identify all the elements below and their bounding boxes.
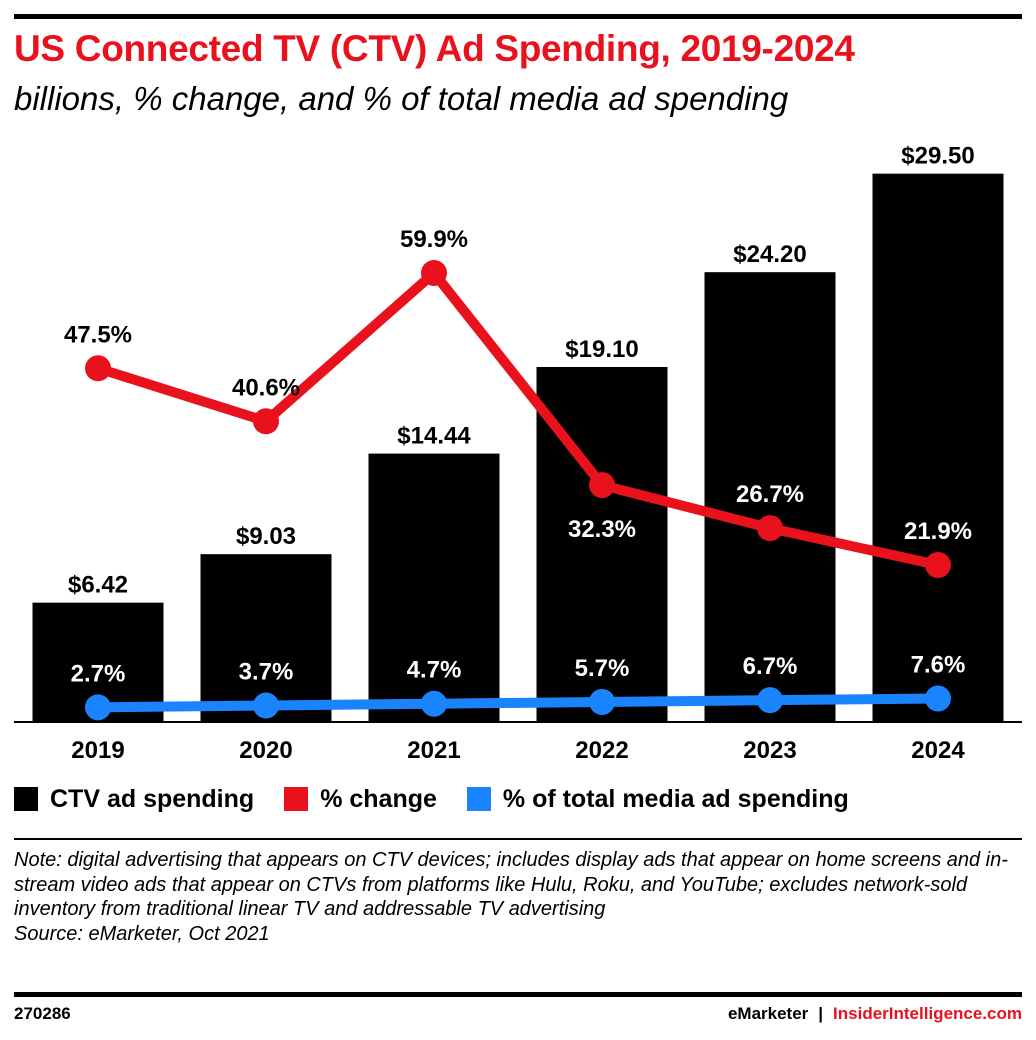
legend-label-pct-change: % change [320,784,437,813]
pct-change-label-2022: 32.3% [568,516,636,543]
x-tick-label-2019: 2019 [71,737,124,764]
legend-swatch-ctv [14,787,38,811]
point-pct-change-2019 [85,355,111,382]
chart-title: US Connected TV (CTV) Ad Spending, 2019-… [14,28,855,69]
brand-separator: | [818,1004,824,1023]
legend-label-pct-total: % of total media ad spending [502,784,849,813]
brand-insider-intelligence[interactable]: InsiderIntelligence.com [833,1004,1022,1023]
pct-change-label-2024: 21.9% [904,518,972,545]
bar-2021 [368,453,500,722]
point-pct-total-2024 [925,685,951,712]
note-text: Note: digital advertising that appears o… [14,849,1008,920]
point-pct-change-2020 [253,408,279,435]
top-rule [14,14,1022,19]
x-tick-label-2021: 2021 [407,737,460,764]
bar-label-2024: $29.50 [901,143,974,170]
chart-subtitle: billions, % change, and % of total media… [14,80,789,117]
legend-label-ctv: CTV ad spending [50,784,255,813]
legend-swatch-pct-change [284,787,309,811]
bar-label-2021: $14.44 [397,423,471,450]
legend-swatch-pct-total [466,787,491,811]
point-pct-total-2022 [589,688,615,715]
bar-label-2022: $19.10 [565,336,638,363]
pct-change-label-2021: 59.9% [400,226,468,253]
point-pct-total-2019 [85,694,111,721]
bottom-rule [14,992,1022,997]
line-pct-change [93,267,943,570]
bar-label-2020: $9.03 [236,523,296,550]
point-pct-total-2020 [253,692,279,719]
chart-id: 270286 [14,1004,71,1023]
pct-change-label-2023: 26.7% [736,481,804,508]
bar-2023 [704,272,836,722]
x-tick-label-2024: 2024 [911,737,965,764]
bar-label-2019: $6.42 [68,572,128,599]
pct-total-label-2020: 3.7% [239,659,294,686]
chart-plot: $6.42 $9.03 $14.44 $19.10 $24.20 $29.50 47.5% 4… [14,143,1022,764]
pct-change-label-2019: 47.5% [64,321,132,348]
point-pct-change-2023 [757,515,783,542]
legend-item-pct-change: % change [284,785,437,814]
legend-item-pct-total: % of total media ad spending [466,784,849,814]
point-pct-total-2023 [757,687,783,714]
footer-brand: eMarketer | InsiderIntelligence.com [728,1004,1022,1024]
point-pct-change-2021 [421,259,447,286]
source-text: Source: eMarketer, Oct 2021 [14,922,270,945]
bar-label-2023: $24.20 [733,241,806,268]
note-divider [14,838,1022,840]
legend: CTV ad spending % change % of total medi… [14,782,879,816]
point-pct-change-2024 [925,551,951,578]
pct-total-label-2023: 6.7% [743,653,798,680]
legend-item-ctv-ad-spending: CTV ad spending [14,785,254,814]
pct-total-label-2021: 4.7% [407,657,462,684]
brand-emarketer: eMarketer [727,1004,809,1023]
line-pct-total [93,693,943,713]
chart-note: Note: digital advertising that appears o… [14,848,1024,946]
pct-total-label-2019: 2.7% [71,660,126,687]
pct-change-label-2020: 40.6% [232,374,300,401]
x-tick-label-2022: 2022 [575,737,628,764]
bar-2024 [872,173,1004,723]
x-tick-label-2020: 2020 [239,737,292,764]
pct-total-label-2024: 7.6% [911,652,966,679]
pct-total-label-2022: 5.7% [575,655,630,682]
x-tick-label-2023: 2023 [743,737,796,764]
point-pct-change-2022 [589,472,615,499]
point-pct-total-2021 [421,690,447,717]
